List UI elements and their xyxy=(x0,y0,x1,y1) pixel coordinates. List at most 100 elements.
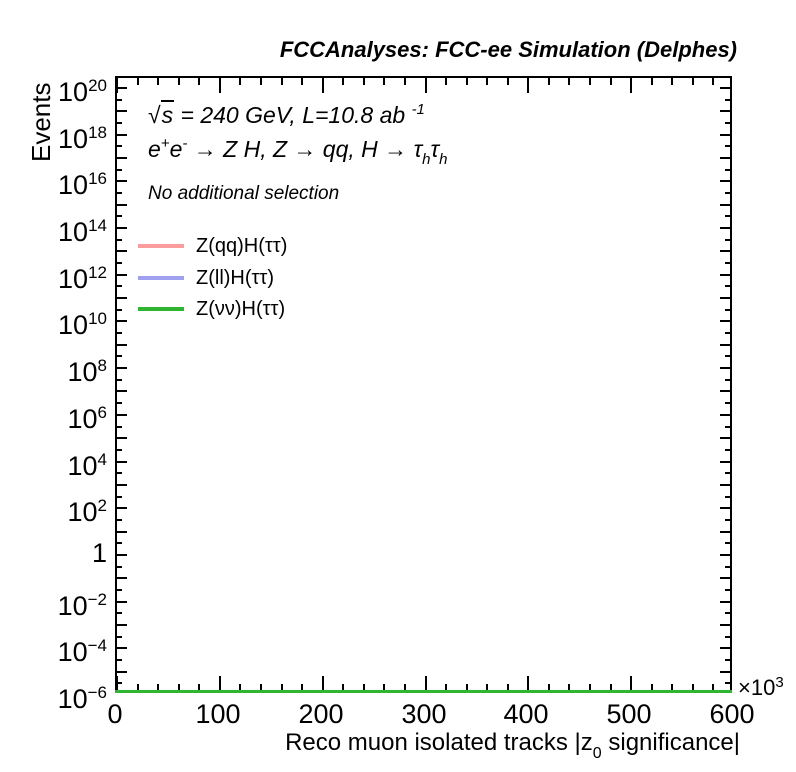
x-minor-tick xyxy=(486,684,488,691)
y-decade-tick-right xyxy=(720,461,730,463)
process-segment: h xyxy=(439,151,448,168)
y-half-tick-right xyxy=(725,355,730,357)
y-half-tick xyxy=(117,309,122,311)
y-label-base: 10 xyxy=(58,217,89,247)
y-half-tick xyxy=(117,496,122,498)
y-tick-label: 10−4 xyxy=(0,631,107,667)
legend-line-swatch xyxy=(138,307,184,311)
x-minor-tick xyxy=(466,684,468,691)
legend-line-swatch xyxy=(138,276,184,280)
y-tick-label: 106 xyxy=(0,398,107,434)
y-half-tick-right xyxy=(725,332,730,334)
x-tick-label: 400 xyxy=(503,699,549,729)
x-minor-tick xyxy=(712,684,714,691)
x-major-tick-top xyxy=(425,78,427,93)
y-decade-tick-right xyxy=(720,647,730,649)
y-half-tick xyxy=(117,659,122,661)
y-half-tick-right xyxy=(725,402,730,404)
x-title-pre: Reco muon isolated tracks |z xyxy=(285,729,593,756)
sqrt-argument: s xyxy=(160,100,175,128)
y-tick-label: 104 xyxy=(0,445,107,481)
x-tick-label: 600 xyxy=(709,699,755,729)
process-segment: → Z H, Z → qq, H → xyxy=(187,136,414,162)
y-half-tick xyxy=(117,682,122,684)
x-major-tick-top xyxy=(322,78,324,93)
y-decade-tick xyxy=(117,320,127,322)
y-decade-tick xyxy=(117,531,127,533)
x-tick-label: 500 xyxy=(606,699,652,729)
y-decade-tick-right xyxy=(720,367,730,369)
y-label-base: 10 xyxy=(57,637,88,667)
y-half-tick xyxy=(117,519,122,521)
y-label-exponent: −4 xyxy=(87,636,107,655)
y-label-exponent: 4 xyxy=(97,450,107,469)
x-minor-tick-top xyxy=(137,78,139,85)
y-label-exponent: −6 xyxy=(87,683,107,702)
annotation-energy-luminosity: √s = 240 GeV, L=10.8 ab -1 xyxy=(148,97,425,128)
x-minor-tick xyxy=(404,684,406,691)
x-minor-tick-top xyxy=(178,78,180,85)
y-half-tick-right xyxy=(725,239,730,241)
y-decade-tick xyxy=(117,624,127,626)
y-half-tick xyxy=(117,566,122,568)
x-title-post: significance| xyxy=(601,729,740,756)
x-minor-tick-top xyxy=(548,78,550,85)
y-half-tick xyxy=(117,262,122,264)
y-label-base: 10 xyxy=(58,77,89,107)
y-half-tick-right xyxy=(725,612,730,614)
y-tick-label: 1018 xyxy=(0,118,107,154)
legend-label: Z(νν)H(ττ) xyxy=(196,298,286,320)
series-znunu-histogram-line xyxy=(115,690,732,693)
y-decade-tick xyxy=(117,204,127,206)
x-minor-tick-top xyxy=(198,78,200,85)
y-label-base: 10 xyxy=(67,357,98,387)
x-tick-label: 0 xyxy=(107,699,123,729)
y-half-tick xyxy=(117,355,122,357)
energy-lumi-text: = 240 GeV, L=10.8 ab xyxy=(174,102,406,128)
legend-item: Z(qq)H(ττ) xyxy=(138,233,287,259)
x-title-subscript: 0 xyxy=(592,745,602,762)
x-minor-tick-top xyxy=(651,78,653,85)
y-decade-tick-right xyxy=(720,577,730,579)
y-decade-tick-right xyxy=(720,437,730,439)
process-segment: + xyxy=(160,135,170,152)
x-minor-tick-top xyxy=(404,78,406,85)
y-half-tick xyxy=(117,402,122,404)
y-half-tick xyxy=(117,449,122,451)
x-minor-tick-top xyxy=(342,78,344,85)
y-label-base: 10 xyxy=(57,591,88,621)
y-decade-tick-right xyxy=(720,554,730,556)
y-half-tick-right xyxy=(725,472,730,474)
x-tick-label: 200 xyxy=(298,699,344,729)
x-major-tick-top xyxy=(117,78,118,93)
y-half-tick-right xyxy=(725,169,730,171)
plot-title: FCCAnalyses: FCC-ee Simulation (Delphes) xyxy=(279,37,737,62)
y-label-exponent: 12 xyxy=(88,263,107,282)
y-half-tick-right xyxy=(725,262,730,264)
y-half-tick xyxy=(117,99,122,101)
y-decade-tick-right xyxy=(720,157,730,159)
y-label-exponent: 18 xyxy=(88,123,107,142)
inverse-ab-exponent: -1 xyxy=(411,101,425,118)
legend-line-swatch xyxy=(138,244,184,248)
y-decade-tick xyxy=(117,577,127,579)
y-decade-tick xyxy=(117,461,127,463)
x-minor-tick xyxy=(507,684,509,691)
x-minor-tick-top xyxy=(568,78,570,85)
x-minor-tick xyxy=(137,684,139,691)
y-half-tick-right xyxy=(725,192,730,194)
x-minor-tick xyxy=(198,684,200,691)
y-tick-label: 1012 xyxy=(0,258,107,294)
sqrt-symbol: √ xyxy=(148,102,161,128)
y-decade-tick-right xyxy=(720,414,730,416)
y-half-tick-right xyxy=(725,636,730,638)
legend-label: Z(ll)H(ττ) xyxy=(196,267,274,289)
y-half-tick xyxy=(117,285,122,287)
y-half-tick xyxy=(117,542,122,544)
x-minor-tick-top xyxy=(239,78,241,85)
y-decade-tick xyxy=(117,134,127,136)
y-half-tick xyxy=(117,636,122,638)
y-decade-tick-right xyxy=(720,297,730,299)
x-minor-tick xyxy=(342,684,344,691)
y-label-exponent: 10 xyxy=(88,309,107,328)
